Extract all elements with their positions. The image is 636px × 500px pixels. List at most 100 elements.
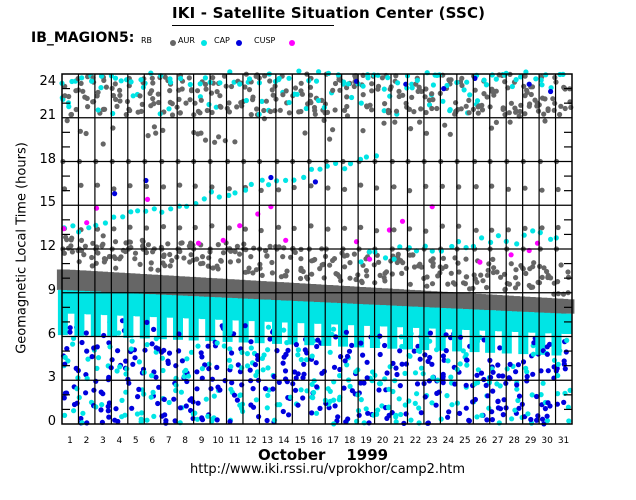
point-rb — [232, 249, 238, 255]
y-tick-label: 21 — [39, 107, 56, 123]
point-cap — [161, 396, 167, 402]
x-axis-label: October 1999 — [258, 446, 388, 464]
x-tick-label: 27 — [492, 436, 504, 446]
point-aur — [509, 416, 515, 422]
point-rb — [267, 78, 273, 84]
point-rb — [110, 92, 116, 99]
point-aur — [445, 358, 451, 364]
point-rb — [188, 88, 195, 94]
point-aur — [242, 187, 249, 193]
point-rb — [217, 93, 223, 99]
point-rb — [513, 275, 519, 281]
point-cap — [427, 354, 433, 361]
point-rb — [539, 95, 546, 101]
point-aur — [513, 77, 519, 83]
point-aur — [360, 83, 366, 89]
point-cap — [495, 398, 501, 404]
point-rb — [411, 109, 417, 115]
band-aur — [342, 303, 353, 325]
point-cap — [112, 191, 118, 197]
point-rb — [447, 131, 453, 137]
point-aur — [237, 81, 243, 87]
point-aur — [347, 383, 353, 389]
x-tick-label: 4 — [116, 436, 123, 446]
point-cap — [563, 349, 569, 355]
point-aur — [530, 351, 537, 357]
point-aur — [365, 75, 371, 81]
point-aur — [221, 343, 227, 349]
point-cap — [338, 354, 344, 360]
point-rb — [360, 92, 366, 98]
point-cap — [179, 358, 185, 364]
point-aur — [551, 357, 558, 363]
point-rb — [305, 276, 311, 282]
point-aur — [201, 196, 207, 202]
point-rb — [237, 251, 243, 257]
point-rb — [374, 185, 380, 191]
point-aur — [409, 85, 415, 91]
point-rb — [309, 271, 315, 277]
x-tick-label: 19 — [360, 436, 372, 446]
point-aur — [412, 370, 419, 376]
y-tick-label: 15 — [39, 195, 56, 211]
point-aur — [144, 342, 150, 348]
point-aur — [118, 78, 124, 84]
point-rb — [102, 106, 108, 112]
point-rb — [508, 100, 514, 106]
point-cap — [101, 332, 107, 339]
point-aur — [294, 91, 300, 97]
band-aur — [265, 299, 276, 322]
point-cap — [314, 384, 320, 390]
band-aur — [490, 310, 501, 332]
band-aur — [272, 300, 282, 344]
point-cap — [171, 396, 177, 402]
point-aur — [181, 373, 187, 380]
point-cap — [282, 368, 289, 374]
point-cap — [94, 344, 100, 350]
x-tick-label: 1 — [67, 436, 73, 446]
point-rb — [145, 133, 151, 139]
point-cusp — [283, 237, 289, 243]
point-rb — [479, 107, 486, 113]
point-cap — [61, 395, 67, 401]
point-rb — [160, 127, 166, 133]
point-rb — [261, 116, 267, 122]
point-rb — [167, 88, 173, 94]
point-aur — [232, 190, 238, 196]
band-aur — [107, 292, 118, 338]
point-cap — [199, 375, 205, 381]
point-cap — [341, 385, 347, 391]
point-rb — [456, 269, 462, 275]
point-rb — [177, 182, 183, 188]
point-rb — [450, 280, 456, 286]
point-aur — [117, 364, 123, 370]
point-rb — [544, 268, 550, 275]
point-rb — [344, 252, 350, 258]
point-rb — [221, 73, 228, 79]
year-label: 1999 — [346, 446, 389, 464]
point-cap — [280, 360, 286, 366]
point-cap — [364, 359, 370, 365]
point-cap — [377, 351, 383, 358]
point-cap — [548, 88, 554, 95]
point-rb — [226, 225, 232, 231]
point-rb — [523, 270, 529, 277]
point-cap — [229, 380, 235, 386]
point-cap — [553, 368, 559, 374]
point-aur — [555, 361, 561, 367]
x-tick-label: 24 — [442, 436, 455, 446]
point-rb — [408, 126, 414, 132]
point-rb — [369, 81, 375, 87]
point-aur — [128, 346, 134, 352]
point-rb — [226, 186, 232, 192]
point-aur — [504, 366, 510, 372]
point-aur — [375, 407, 381, 413]
footer-url[interactable]: http://www.iki.rssi.ru/vprokhor/camp2.ht… — [190, 462, 465, 477]
point-rb — [66, 93, 72, 100]
point-rb — [434, 105, 440, 112]
point-rb — [298, 80, 304, 86]
x-tick-label: 20 — [376, 436, 389, 446]
point-cap — [115, 348, 121, 354]
point-aur — [168, 79, 174, 85]
point-rb — [458, 106, 464, 112]
